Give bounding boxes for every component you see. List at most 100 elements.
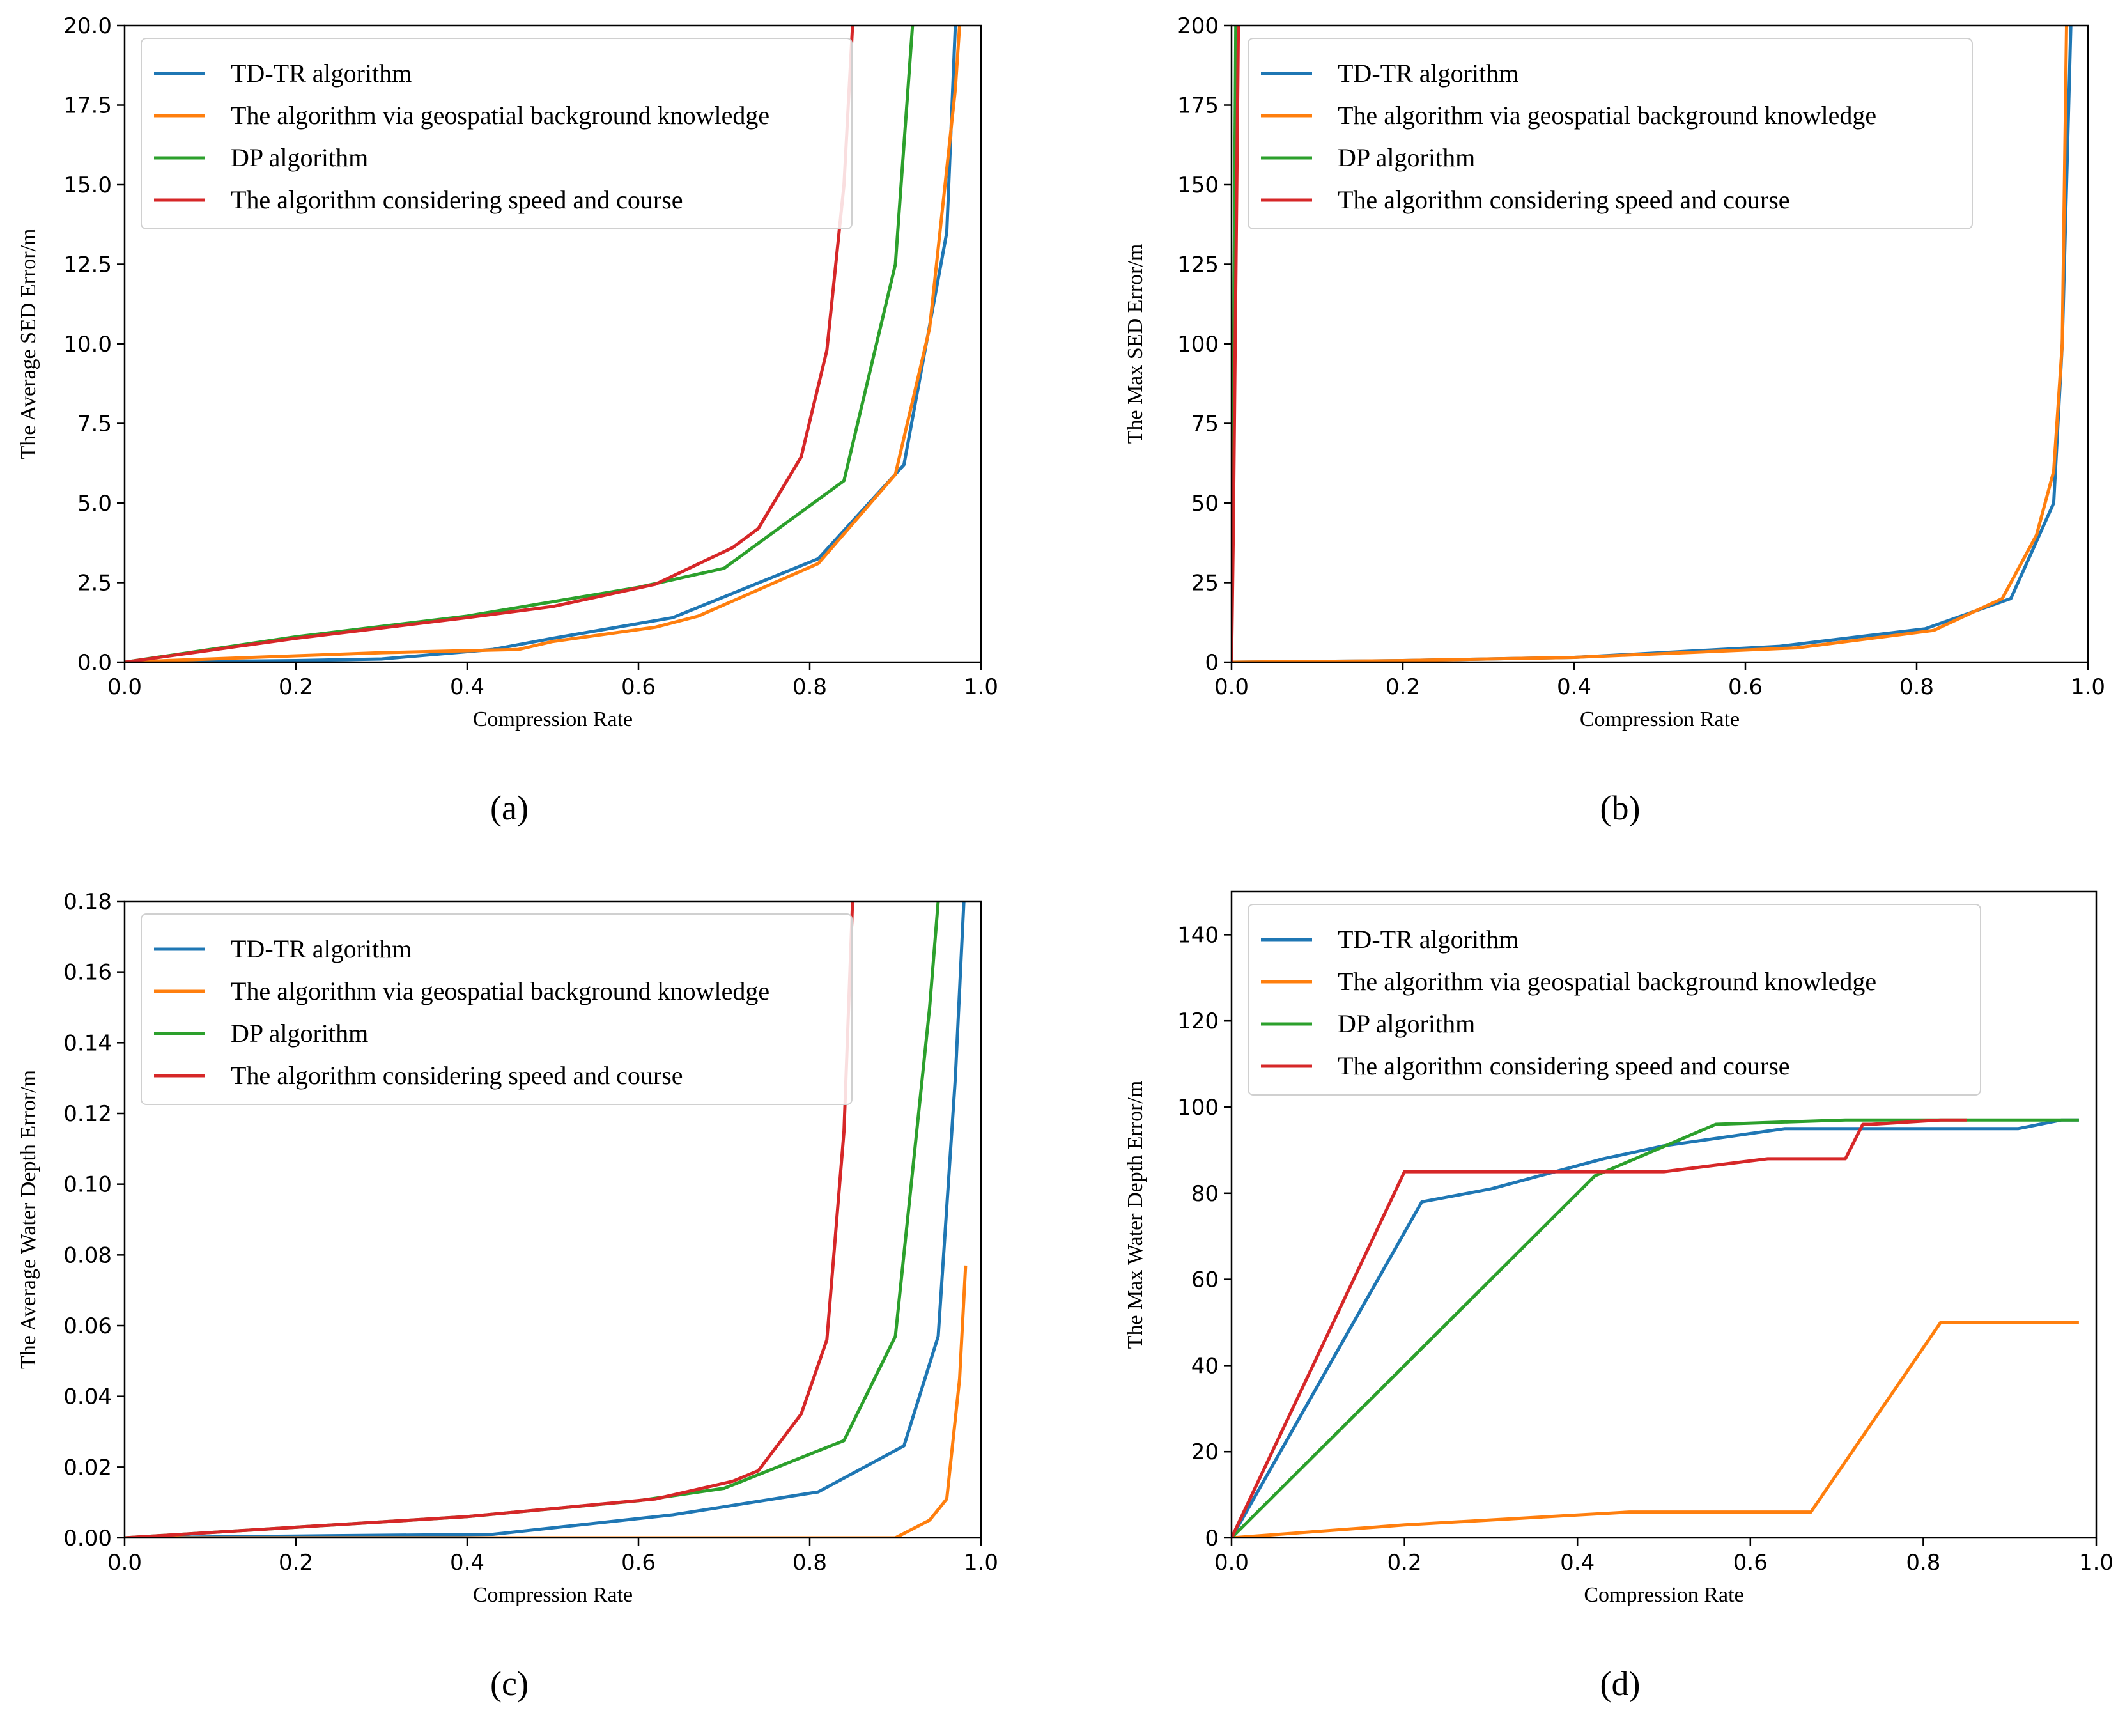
chart-panel-d: 0.0 0.2 0.4 0.6 0.8 1.0 0 20 40 60 80 100 120 140 Comp… [1124, 890, 2113, 1703]
legend-label: The algorithm via geospatial background … [1338, 101, 1876, 130]
y-tick-label: 200 [1177, 13, 1219, 39]
y-tick-label: 80 [1191, 1181, 1219, 1207]
y-tick-label: 5.0 [77, 491, 112, 516]
x-tick-label: 0.8 [1906, 1550, 1940, 1576]
y-tick-label: 125 [1177, 252, 1219, 278]
y-tick-label: 50 [1191, 491, 1219, 516]
chart-panel-a: 0.0 0.2 0.4 0.6 0.8 1.0 0.0 2.5 5.0 7.5 10.0 12.5 15… [17, 13, 998, 827]
legend-box [1248, 904, 1981, 1096]
series-line-speed [1232, 1118, 1967, 1538]
chart-panel-c: 0.0 0.2 0.4 0.6 0.8 1.0 0.00 0.02 0.04 0.06 0.08 0.… [17, 889, 998, 1703]
legend-box [1248, 38, 1973, 229]
x-tick-label: 0.6 [1733, 1550, 1768, 1576]
series-line-geo [125, 1265, 968, 1538]
series-group [125, 26, 961, 662]
y-tick-label: 0.14 [63, 1030, 112, 1056]
axes-frame [1230, 890, 2098, 1539]
y-tick-label: 0.0 [77, 650, 112, 676]
legend-label: DP algorithm [231, 143, 368, 172]
chart-panel-b: 0.0 0.2 0.4 0.6 0.8 1.0 0 25 50 75 100 125 150 175 200… [1124, 13, 2105, 827]
x-axis-label: Compression Rate [473, 708, 633, 731]
x-tick-label: 0.4 [1560, 1550, 1595, 1576]
y-tick-label: 40 [1191, 1353, 1219, 1379]
y-tick-label: 150 [1177, 173, 1219, 198]
legend-label: TD-TR algorithm [1338, 925, 1518, 954]
y-tick-label: 25 [1191, 571, 1219, 596]
legend-label: The algorithm considering speed and cour… [1338, 185, 1790, 214]
legend-label: TD-TR algorithm [231, 59, 412, 88]
series-group [1232, 1118, 2079, 1538]
legend-label: TD-TR algorithm [231, 934, 412, 963]
x-tick-label: 0.6 [621, 674, 656, 700]
y-axis-label: The Average SED Error/m [17, 229, 40, 460]
y-tick-label: 20 [1191, 1439, 1219, 1465]
legend-box [141, 913, 853, 1105]
y-axis-label: The Average Water Depth Error/m [17, 1070, 40, 1369]
panel-caption: (d) [1600, 1664, 1641, 1703]
y-tick-label: 0 [1205, 1526, 1219, 1551]
y-tick-label: 0.02 [63, 1455, 112, 1480]
series-line-dp [1232, 1118, 2079, 1538]
y-axis-label: The Max Water Depth Error/m [1124, 1081, 1147, 1349]
x-axis-label: Compression Rate [473, 1583, 633, 1607]
legend-label: The algorithm via geospatial background … [231, 101, 769, 130]
series-line-geo [125, 26, 961, 662]
legend-label: DP algorithm [231, 1019, 368, 1048]
x-tick-label: 0.6 [1728, 674, 1763, 700]
panel-caption: (c) [490, 1664, 529, 1703]
y-tick-label: 75 [1191, 412, 1219, 437]
y-axis-label: The Max SED Error/m [1124, 244, 1147, 444]
y-tick-label: 0 [1205, 650, 1219, 676]
series-line-speed [125, 901, 854, 1538]
series-group [125, 901, 968, 1538]
y-tick-label: 0.12 [63, 1101, 112, 1127]
x-tick-label: 0.2 [1387, 1550, 1422, 1576]
x-tick-label: 0.8 [792, 674, 827, 700]
x-tick-label: 0.4 [450, 674, 484, 700]
legend-box [141, 38, 853, 229]
x-tick-label: 0.4 [450, 1550, 484, 1576]
series-line-td-tr [1232, 1118, 2079, 1538]
y-tick-label: 175 [1177, 93, 1219, 119]
x-tick-label: 0.2 [279, 1550, 313, 1576]
legend-label: DP algorithm [1338, 1009, 1475, 1038]
x-tick-label: 1.0 [964, 674, 998, 700]
legend-label: The algorithm via geospatial background … [231, 977, 769, 1005]
x-tick-label: 0.4 [1557, 674, 1591, 700]
x-tick-label: 0.8 [1899, 674, 1934, 700]
x-tick-label: 0.0 [107, 674, 142, 700]
y-tick-label: 0.00 [63, 1526, 112, 1551]
legend-label: The algorithm considering speed and cour… [1338, 1051, 1790, 1080]
x-tick-label: 1.0 [964, 1550, 998, 1576]
series-line-speed [125, 26, 854, 662]
series-line-geo [1232, 26, 2068, 662]
legend-label: The algorithm considering speed and cour… [231, 1061, 683, 1090]
y-tick-label: 15.0 [63, 173, 112, 198]
axes-frame [123, 900, 982, 1539]
y-tick-label: 0.06 [63, 1314, 112, 1339]
y-tick-label: 140 [1177, 922, 1219, 948]
legend-label: The algorithm via geospatial background … [1338, 967, 1876, 996]
legend-label: The algorithm considering speed and cour… [231, 185, 683, 214]
x-axis-label: Compression Rate [1580, 708, 1740, 731]
x-tick-label: 0.0 [1214, 674, 1249, 700]
y-tick-label: 0.04 [63, 1384, 112, 1410]
x-tick-label: 1.0 [2079, 1550, 2113, 1576]
x-tick-label: 0.2 [279, 674, 313, 700]
series-line-td-tr [125, 901, 966, 1538]
y-tick-label: 17.5 [63, 93, 112, 119]
y-tick-label: 120 [1177, 1009, 1219, 1034]
y-tick-label: 100 [1177, 332, 1219, 357]
y-tick-label: 100 [1177, 1095, 1219, 1120]
y-tick-label: 7.5 [77, 412, 112, 437]
y-tick-label: 10.0 [63, 332, 112, 357]
x-tick-label: 0.8 [792, 1550, 827, 1576]
panel-caption: (b) [1600, 789, 1641, 827]
y-tick-label: 12.5 [63, 252, 112, 278]
y-tick-label: 0.08 [63, 1243, 112, 1268]
legend-label: TD-TR algorithm [1338, 59, 1518, 88]
x-tick-label: 0.0 [1214, 1550, 1249, 1576]
x-tick-label: 1.0 [2071, 674, 2105, 700]
